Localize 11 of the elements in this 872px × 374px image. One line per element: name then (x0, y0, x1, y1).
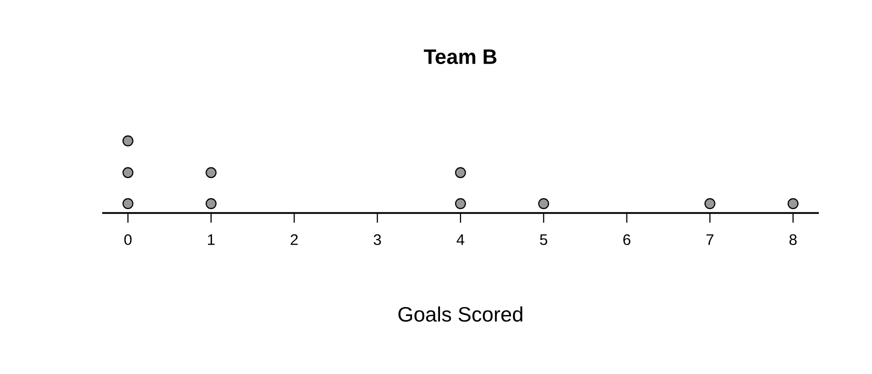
x-tick-label: 7 (706, 234, 714, 245)
x-tick-label: 6 (623, 234, 630, 246)
x-tick-label: 4 (456, 234, 464, 245)
x-tick-label: 1 (208, 234, 215, 245)
x-tick-label: 3 (374, 234, 381, 246)
chart-title: Team B (424, 50, 496, 64)
x-tick-label: 8 (789, 234, 797, 246)
x-tick-label: 0 (124, 234, 132, 246)
x-axis-title: Goals Scored (398, 306, 522, 322)
x-tick-label: 2 (290, 234, 298, 245)
x-tick-label: 5 (540, 234, 548, 246)
